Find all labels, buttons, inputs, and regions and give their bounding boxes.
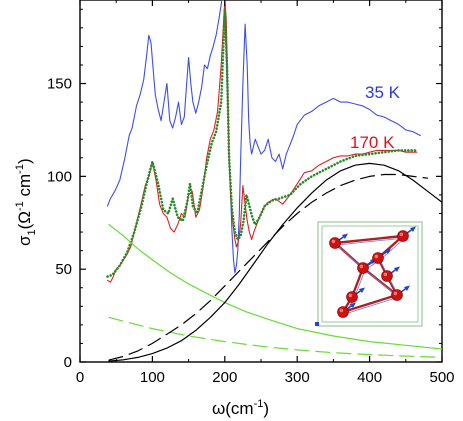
inset-atom-highlight (359, 264, 364, 269)
inset-atom (397, 230, 409, 242)
inset-bond (342, 293, 398, 314)
inset-arrowhead (404, 285, 410, 291)
series-layer (106, 0, 442, 362)
inset-inner-frame (321, 225, 419, 323)
y-axis-title: σ1(Ω-1 cm-1) (14, 158, 38, 246)
x-axis-title: ω(cm-1) (212, 398, 269, 418)
x-tick-label: 500 (429, 369, 454, 386)
annotation-170k: 170 K (350, 133, 395, 152)
inset-atom-highlight (383, 272, 388, 277)
inset-atom-highlight (348, 293, 353, 298)
inset-atom-highlight (393, 291, 398, 296)
inset-atom-highlight (374, 254, 379, 259)
series-line-drude-dashed (108, 316, 442, 358)
x-tick-label: 300 (285, 369, 310, 386)
inset-atom-highlight (399, 232, 404, 237)
inset-atom-highlight (339, 308, 344, 313)
x-tick-label: 100 (140, 369, 165, 386)
inset-atom (329, 237, 341, 249)
inset-atom (381, 270, 393, 282)
inset-atom (372, 252, 384, 264)
inset-atom (391, 289, 403, 301)
inset-bond-shadow (336, 237, 406, 246)
inset-atom (357, 262, 369, 274)
inset-arrowhead (342, 233, 348, 239)
y-tick-label: 0 (64, 354, 72, 371)
inset-arrowhead (394, 266, 400, 272)
y-tick-label: 50 (55, 261, 72, 278)
inset-atom-highlight (331, 239, 336, 244)
inset-arrowhead (385, 248, 391, 254)
x-tick-label: 200 (212, 369, 237, 386)
y-tick-label: 150 (47, 76, 72, 93)
x-tick-label: 0 (76, 369, 84, 386)
y-axis-ticks: 0 50 100 150 (47, 8, 442, 371)
inset-bond (334, 234, 404, 245)
inset-corner-marker (315, 322, 319, 326)
crystal-structure-inset (315, 221, 423, 327)
inset-bond-shadow (379, 237, 406, 261)
inset-arrowhead (350, 302, 356, 308)
x-tick-label: 400 (357, 369, 382, 386)
inset-arrowhead (410, 226, 416, 232)
series-line-overdamped-dashed (108, 173, 429, 361)
inset-bond-shadow (344, 296, 400, 315)
inset-atom (337, 306, 349, 318)
y-tick-label: 100 (47, 168, 72, 185)
annotation-35k: 35 K (365, 83, 401, 102)
x-axis-ticks: 0 100 200 300 400 500 (76, 0, 455, 386)
inset-atom (346, 291, 358, 303)
series-line-fit-170K-dotted (106, 8, 419, 278)
inset-arrowhead (359, 287, 365, 293)
